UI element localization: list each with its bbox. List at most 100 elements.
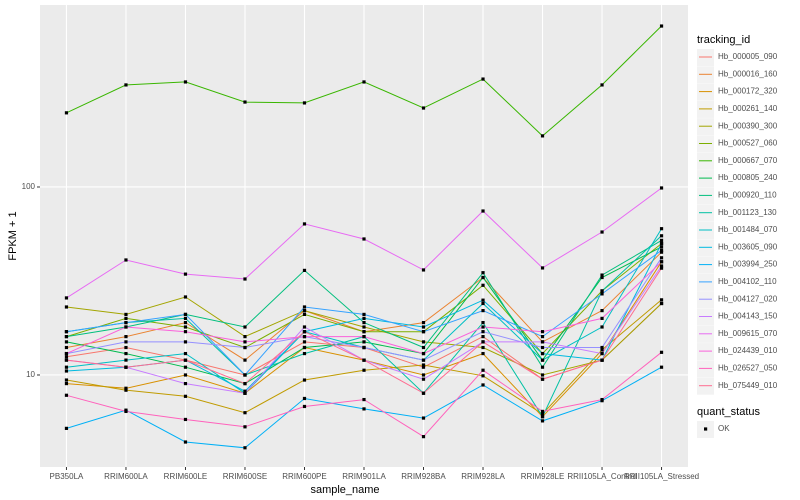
point <box>124 351 128 356</box>
point <box>421 365 426 369</box>
point <box>243 373 247 377</box>
legend-label: Hb_000016_160 <box>718 69 778 78</box>
point <box>659 266 664 270</box>
point <box>302 309 307 313</box>
point <box>124 258 128 262</box>
point <box>600 397 604 402</box>
point <box>64 111 69 115</box>
point <box>183 373 188 377</box>
point <box>302 351 307 356</box>
legend-label: Hb_009615_070 <box>718 329 778 338</box>
legend-label: Hb_024439_010 <box>718 346 778 355</box>
point <box>243 100 247 104</box>
point <box>124 409 128 414</box>
legend-label: Hb_000527_060 <box>718 139 778 148</box>
point <box>421 330 426 334</box>
point <box>540 373 545 377</box>
point <box>600 325 604 329</box>
point <box>64 296 69 300</box>
point <box>481 283 485 287</box>
point <box>302 340 307 344</box>
point <box>600 345 604 350</box>
point <box>124 386 128 390</box>
point <box>481 275 485 280</box>
point <box>183 365 188 369</box>
point <box>183 440 188 444</box>
point <box>64 393 69 397</box>
point <box>600 273 604 277</box>
point <box>362 312 366 317</box>
point <box>600 351 604 356</box>
point <box>124 340 128 344</box>
point <box>124 388 128 392</box>
point <box>302 325 307 329</box>
point <box>243 381 247 386</box>
point <box>243 411 247 415</box>
point <box>421 363 426 367</box>
x-tick-label: RRII105LA_Control <box>567 472 637 481</box>
point <box>540 377 545 381</box>
point <box>243 389 247 393</box>
point <box>362 397 366 402</box>
point <box>421 377 426 381</box>
point <box>183 316 188 320</box>
point <box>243 335 247 339</box>
point <box>124 335 128 339</box>
point <box>302 378 307 382</box>
point <box>64 426 69 430</box>
point <box>64 330 69 334</box>
x-tick-label: RRIM928LE <box>521 472 565 481</box>
y-tick-label: 100 <box>22 182 36 191</box>
point <box>481 325 485 329</box>
point <box>481 298 485 302</box>
point <box>421 358 426 362</box>
point <box>600 316 604 320</box>
point <box>243 325 247 329</box>
point <box>600 230 604 234</box>
point <box>64 369 69 373</box>
point <box>302 335 307 339</box>
point <box>243 277 247 281</box>
legend-label: Hb_000172_320 <box>718 87 778 96</box>
point <box>600 348 604 352</box>
legend-label: Hb_075449_010 <box>718 381 778 390</box>
point <box>659 256 664 260</box>
point <box>183 320 188 325</box>
point <box>243 340 247 344</box>
point <box>481 209 485 213</box>
legend-point <box>704 427 708 431</box>
point <box>540 266 545 270</box>
point <box>64 378 69 382</box>
point <box>183 295 188 299</box>
legend-label: Hb_000920_110 <box>718 191 777 200</box>
point <box>540 419 545 423</box>
point <box>302 305 307 309</box>
legend-label: Hb_000667_070 <box>718 156 778 165</box>
point <box>183 351 188 356</box>
x-tick-label: RRIM600PE <box>282 472 326 481</box>
point <box>183 340 188 344</box>
point <box>183 80 188 84</box>
point <box>362 368 366 372</box>
point <box>124 345 128 350</box>
point <box>64 340 69 344</box>
point <box>124 325 128 329</box>
point <box>421 416 426 420</box>
x-tick-label: RRIM928LA <box>461 472 505 481</box>
legend-label: OK <box>718 424 730 433</box>
point <box>64 355 69 359</box>
point <box>659 264 664 268</box>
legend-label: Hb_000261_140 <box>718 104 778 113</box>
point <box>302 345 307 350</box>
point <box>64 351 69 356</box>
point <box>540 330 545 334</box>
point <box>540 412 545 416</box>
point <box>659 298 664 302</box>
point <box>659 365 664 369</box>
point <box>362 316 366 320</box>
point <box>183 394 188 398</box>
point <box>540 345 545 350</box>
x-axis-title: sample_name <box>310 484 379 496</box>
point <box>302 404 307 409</box>
